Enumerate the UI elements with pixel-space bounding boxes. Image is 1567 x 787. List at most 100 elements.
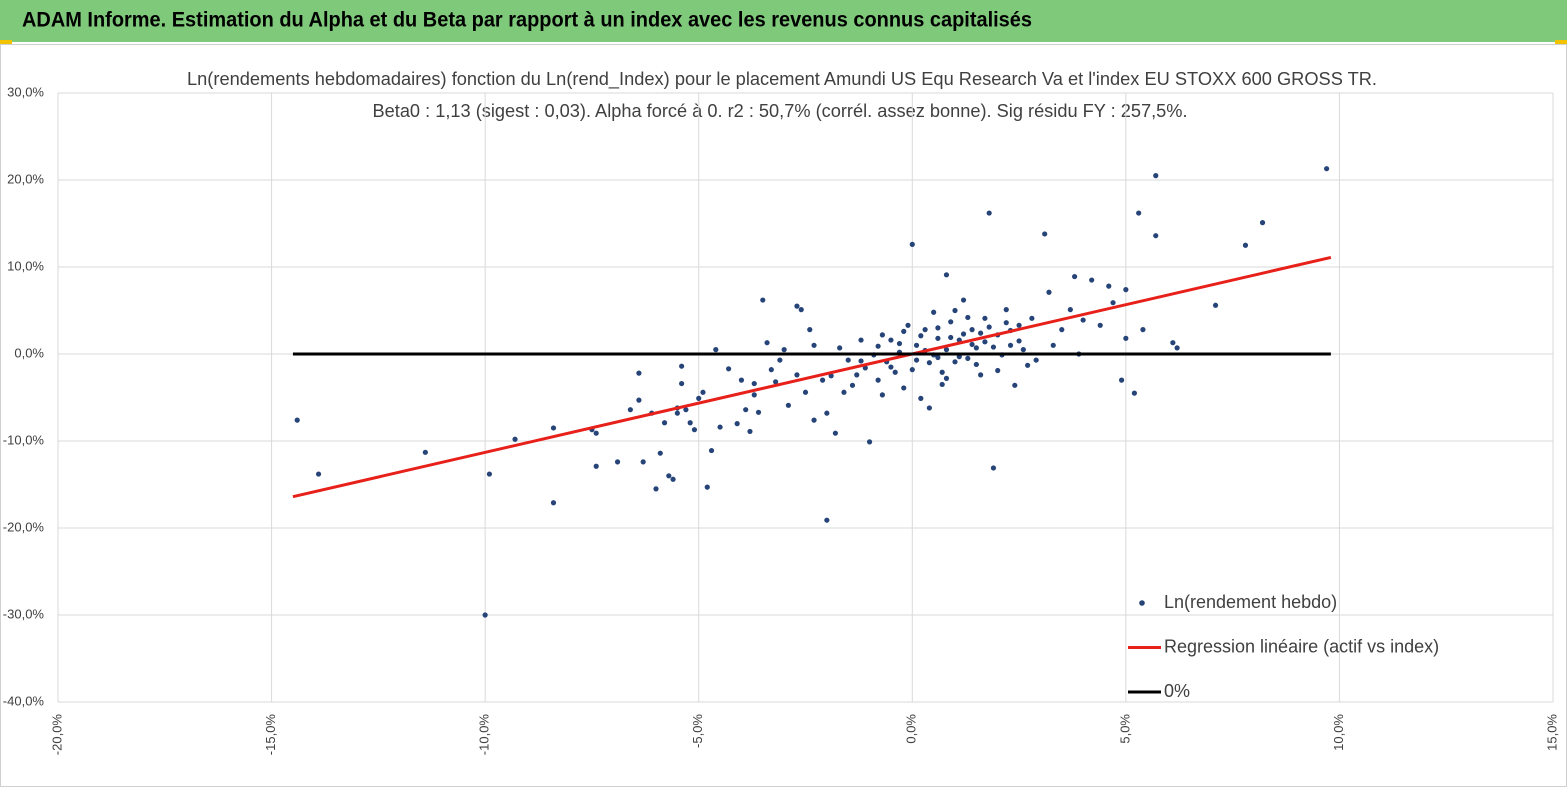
data-point xyxy=(1324,166,1330,172)
data-point xyxy=(627,407,633,413)
data-point xyxy=(1020,347,1026,353)
data-point xyxy=(1016,322,1022,328)
data-point xyxy=(755,409,762,415)
data-point xyxy=(708,447,715,454)
data-point xyxy=(593,430,599,436)
chart-border xyxy=(0,44,1567,787)
y-tick-label: -40,0% xyxy=(3,693,45,708)
data-point xyxy=(969,341,975,348)
data-point xyxy=(982,315,988,321)
y-tick-label: 30,0% xyxy=(7,84,44,99)
data-point xyxy=(965,355,971,361)
data-point xyxy=(768,367,774,373)
data-point xyxy=(952,307,958,314)
data-point xyxy=(1033,357,1039,363)
data-point xyxy=(687,420,693,426)
data-point xyxy=(760,297,766,303)
data-point xyxy=(661,420,668,426)
corner-mark xyxy=(1555,40,1567,44)
data-point xyxy=(986,210,992,216)
data-point xyxy=(990,344,997,350)
data-point xyxy=(1131,390,1137,396)
data-point xyxy=(1007,342,1014,348)
data-point xyxy=(969,327,975,333)
data-point xyxy=(640,459,646,465)
data-point xyxy=(743,407,749,413)
data-point xyxy=(943,347,950,353)
x-tick-label: 10,0% xyxy=(1331,714,1346,751)
data-point xyxy=(901,385,907,391)
data-point xyxy=(879,332,885,338)
data-point xyxy=(1080,317,1086,323)
data-point xyxy=(1003,307,1009,313)
data-point xyxy=(747,428,753,435)
data-point xyxy=(738,377,745,383)
data-point xyxy=(1118,377,1125,383)
data-point xyxy=(593,463,599,469)
data-point xyxy=(952,359,958,365)
data-point xyxy=(866,439,873,445)
data-point xyxy=(785,402,792,408)
data-point xyxy=(909,367,915,373)
data-point xyxy=(670,476,676,482)
data-point xyxy=(986,324,992,330)
y-tick-label: -20,0% xyxy=(3,519,45,534)
data-point xyxy=(696,395,702,401)
x-tick-label: -10,0% xyxy=(477,714,492,756)
data-point xyxy=(811,417,817,423)
data-point xyxy=(888,364,894,370)
data-point xyxy=(990,465,997,471)
data-point xyxy=(837,345,843,351)
data-point xyxy=(926,360,932,366)
data-point xyxy=(943,272,950,278)
data-point xyxy=(960,297,967,303)
data-point xyxy=(794,303,800,309)
data-point xyxy=(315,471,322,477)
data-point xyxy=(819,377,826,383)
data-point xyxy=(550,500,557,506)
header-title: ADAM Informe. Estimation du Alpha et du … xyxy=(22,9,1032,32)
data-point xyxy=(1042,231,1048,237)
data-point xyxy=(704,484,710,490)
data-point xyxy=(943,375,950,381)
data-point xyxy=(614,459,621,465)
data-point xyxy=(1242,242,1249,248)
x-tick-label: -15,0% xyxy=(263,714,278,756)
data-point xyxy=(422,449,428,455)
legend-label: 0% xyxy=(1164,681,1190,701)
series-line xyxy=(292,255,1332,499)
data-point xyxy=(807,327,813,333)
data-point xyxy=(935,354,941,361)
data-point xyxy=(550,425,557,431)
data-point xyxy=(948,334,954,341)
data-point xyxy=(824,517,830,523)
x-tick-label: 5,0% xyxy=(1117,714,1132,744)
data-point xyxy=(841,389,847,395)
data-point xyxy=(939,381,945,388)
chart-title: Ln(rendements hebdomadaires) fonction du… xyxy=(187,69,1377,90)
data-point xyxy=(777,357,783,363)
data-point xyxy=(858,358,864,364)
data-point xyxy=(1059,327,1065,333)
data-point xyxy=(896,340,903,347)
data-point xyxy=(960,331,967,337)
data-point xyxy=(1153,233,1159,239)
data-point xyxy=(811,342,817,348)
data-point xyxy=(935,325,941,331)
data-point xyxy=(1174,345,1180,351)
legend-label: Regression linéaire (actif vs index) xyxy=(1164,636,1439,656)
data-point xyxy=(1089,277,1095,283)
data-point xyxy=(794,372,800,378)
data-point xyxy=(1123,335,1129,341)
data-point xyxy=(726,366,732,372)
data-point xyxy=(931,309,937,315)
data-point xyxy=(1212,302,1219,308)
data-point xyxy=(875,343,881,349)
data-point xyxy=(666,473,672,479)
data-point xyxy=(824,410,830,416)
data-point xyxy=(713,347,719,353)
data-point xyxy=(892,369,898,375)
data-point xyxy=(781,347,787,353)
data-point xyxy=(1153,173,1159,179)
